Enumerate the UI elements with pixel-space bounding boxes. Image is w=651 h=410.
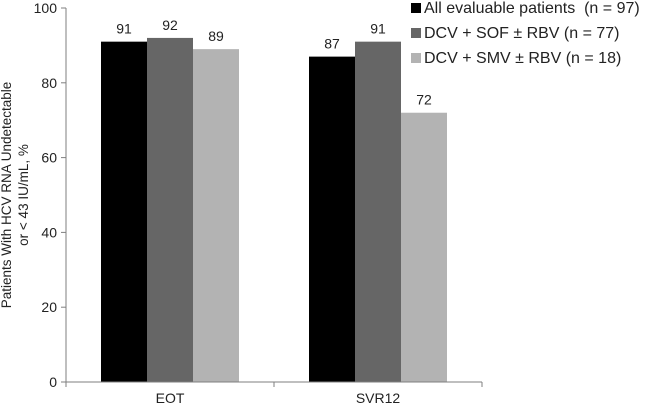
y-axis-label-line1: Patients With HCV RNA Undetectable [0, 82, 14, 309]
bar-value-label: 89 [208, 28, 224, 44]
x-tick-label: EOT [156, 390, 185, 405]
y-tick-label: 80 [41, 75, 57, 91]
bar-value-label: 87 [324, 36, 340, 52]
bar-series-group: 91 92 89 87 91 72 [101, 17, 447, 383]
legend-swatch [411, 28, 421, 38]
legend-swatch [411, 3, 421, 13]
legend-swatch [411, 53, 421, 63]
legend-label: DCV + SOF ± RBV (n = 77) [424, 25, 620, 42]
bar [355, 41, 401, 382]
legend: All evaluable patients (n = 97) DCV + SOF… [411, 0, 640, 67]
bar [101, 41, 147, 382]
x-axis: EOT SVR12 [65, 381, 483, 406]
bar [193, 49, 239, 382]
y-axis: 0 20 40 60 80 100 [34, 0, 67, 390]
bar [147, 37, 193, 383]
legend-label: DCV + SMV ± RBV (n = 18) [424, 50, 621, 67]
bar [309, 56, 355, 383]
bar-value-label: 72 [416, 92, 432, 108]
y-tick-label: 40 [41, 224, 57, 240]
bar-value-label: 92 [162, 17, 178, 33]
bar [401, 112, 447, 382]
legend-label: All evaluable patients (n = 97) [424, 0, 640, 17]
bar-value-label: 91 [370, 21, 386, 37]
y-tick-label: 0 [49, 374, 57, 390]
x-tick-label: SVR12 [356, 390, 401, 405]
y-tick-label: 20 [41, 299, 57, 315]
y-tick-label: 60 [41, 150, 57, 166]
y-tick-label: 100 [34, 0, 58, 16]
y-axis-label-line2: or < 43 IU/mL, % [16, 144, 31, 246]
bar-value-label: 91 [116, 21, 132, 37]
